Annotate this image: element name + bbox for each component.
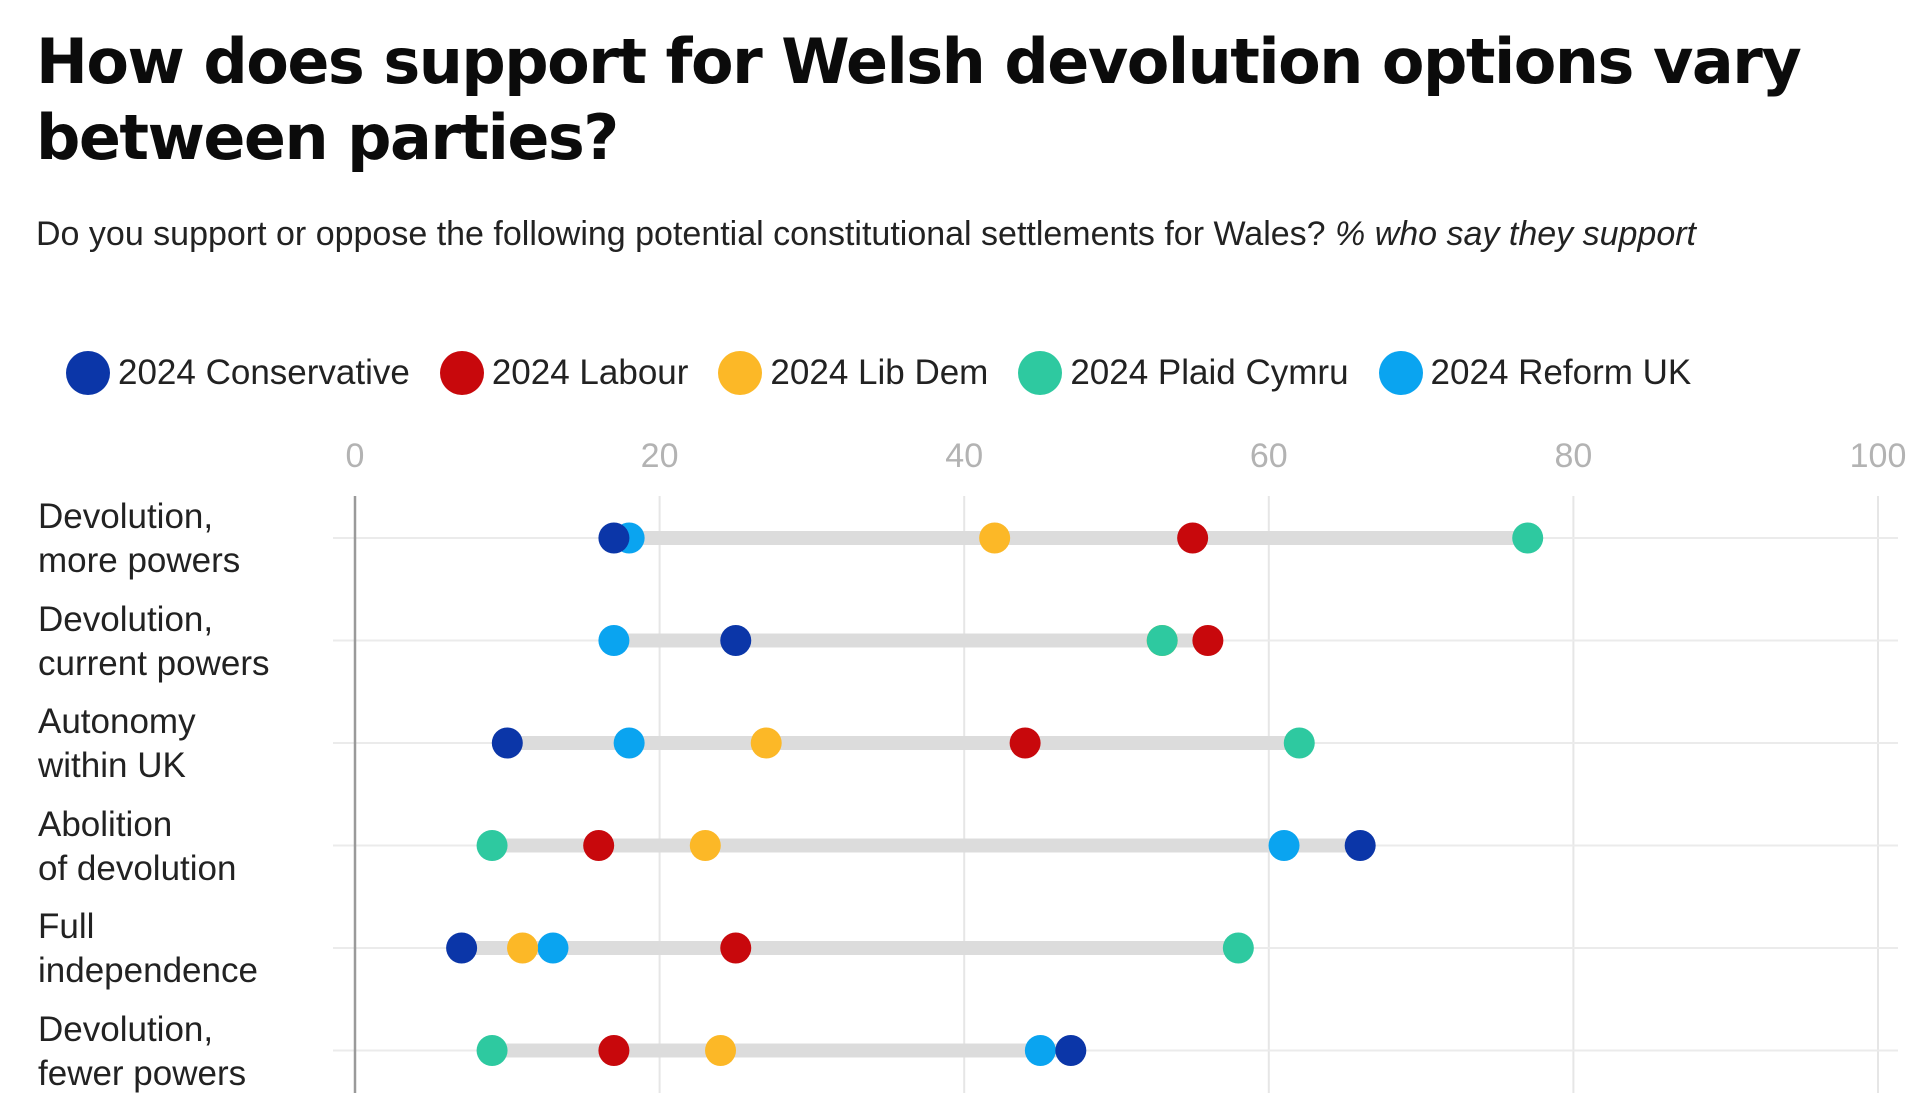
category-label-line: Devolution,	[38, 599, 214, 639]
legend-swatch	[1018, 351, 1063, 395]
x-tick-label: 0	[346, 437, 365, 475]
data-point-2024-labour	[1192, 625, 1224, 656]
data-point-2024-plaid-cymru	[1222, 932, 1254, 964]
legend-item: 2024 Plaid Cymru	[1018, 351, 1349, 395]
category-label-line: within UK	[38, 746, 186, 785]
data-point-2024-conservative	[1055, 1035, 1087, 1066]
legend-item: 2024 Reform UK	[1378, 351, 1692, 395]
legend-swatch	[66, 351, 110, 395]
legend-item: 2024 Labour	[439, 351, 689, 395]
legend-label: 2024 Conservative	[118, 353, 410, 392]
category-label-line: Devolution,	[38, 497, 214, 536]
data-point-2024-labour	[720, 932, 752, 964]
data-point-2024-reform-uk	[613, 727, 645, 759]
data-point-2024-lib-dem	[507, 932, 539, 964]
category-label-line: Abolition	[38, 804, 173, 844]
data-point-2024-reform-uk	[1024, 1035, 1056, 1066]
data-point-2024-lib-dem	[750, 727, 782, 759]
data-point-2024-conservative	[1344, 830, 1376, 861]
x-tick-label: 20	[641, 437, 679, 475]
category-label-line: Autonomy	[38, 702, 196, 741]
category-label-line: of devolution	[38, 848, 237, 888]
category-label: Full independence	[38, 905, 348, 993]
data-point-2024-lib-dem	[689, 830, 721, 861]
category-label-line: current powers	[38, 643, 270, 683]
data-point-2024-plaid-cymru	[1283, 727, 1315, 759]
legend-label: 2024 Labour	[491, 353, 689, 392]
data-point-2024-reform-uk	[1268, 830, 1300, 861]
category-label-line: independence	[38, 951, 258, 990]
legend: 2024 Conservative 2024 Labour 2024 Lib Dem…	[66, 348, 1721, 398]
data-point-2024-labour	[1177, 522, 1209, 554]
category-label: Abolition of devolution	[38, 803, 348, 891]
legend-swatch	[718, 351, 763, 395]
data-point-2024-conservative	[491, 727, 523, 759]
category-label: Devolution, fewer powers	[38, 1008, 348, 1096]
category-label-line: more powers	[38, 541, 241, 580]
category-label: Devolution, more powers	[38, 495, 348, 583]
legend-label: 2024 Plaid Cymru	[1070, 353, 1349, 392]
category-label-line: Devolution,	[38, 1009, 214, 1049]
category-label: Autonomy within UK	[38, 700, 348, 788]
subtitle-question: Do you support or oppose the following p…	[36, 215, 1326, 253]
category-label-line: Full	[38, 907, 95, 946]
category-label-line: fewer powers	[38, 1053, 247, 1093]
legend-swatch	[439, 351, 484, 395]
legend-swatch	[1378, 351, 1423, 395]
legend-label: 2024 Lib Dem	[770, 353, 989, 392]
data-point-2024-conservative	[598, 522, 630, 554]
data-point-2024-plaid-cymru	[476, 830, 508, 861]
subtitle-note: % who say they support	[1335, 215, 1696, 253]
data-point-2024-reform-uk	[537, 932, 569, 964]
data-point-2024-conservative	[446, 932, 478, 964]
data-point-2024-labour	[583, 830, 615, 861]
chart-title: How does support for Welsh devolution op…	[36, 25, 1802, 174]
data-point-2024-reform-uk	[598, 625, 630, 656]
data-point-2024-labour	[1009, 727, 1041, 759]
legend-item: 2024 Lib Dem	[718, 351, 988, 395]
x-tick-label: 80	[1554, 437, 1592, 475]
data-point-2024-labour	[598, 1035, 630, 1066]
x-tick-label: 40	[945, 437, 983, 475]
x-tick-label: 60	[1250, 437, 1288, 475]
legend-item: 2024 Conservative	[66, 351, 410, 395]
legend-label: 2024 Reform UK	[1430, 353, 1692, 392]
category-label: Devolution, current powers	[38, 598, 348, 686]
data-point-2024-conservative	[720, 625, 752, 656]
data-point-2024-lib-dem	[705, 1035, 737, 1066]
data-point-2024-lib-dem	[979, 522, 1011, 554]
x-tick-label: 100	[1850, 437, 1907, 475]
chart-subtitle: Do you support or oppose the following p…	[36, 206, 1866, 262]
data-point-2024-plaid-cymru	[1512, 522, 1544, 554]
data-point-2024-plaid-cymru	[1146, 625, 1178, 656]
data-point-2024-plaid-cymru	[476, 1035, 508, 1066]
